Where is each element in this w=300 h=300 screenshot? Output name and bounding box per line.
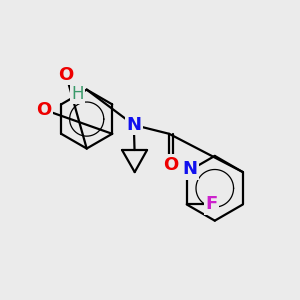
Text: O: O [58, 66, 74, 84]
Text: F: F [206, 196, 218, 214]
Text: O: O [36, 101, 52, 119]
Text: O: O [163, 156, 178, 174]
Text: H: H [72, 85, 84, 103]
Text: N: N [182, 160, 197, 178]
Text: N: N [126, 116, 141, 134]
